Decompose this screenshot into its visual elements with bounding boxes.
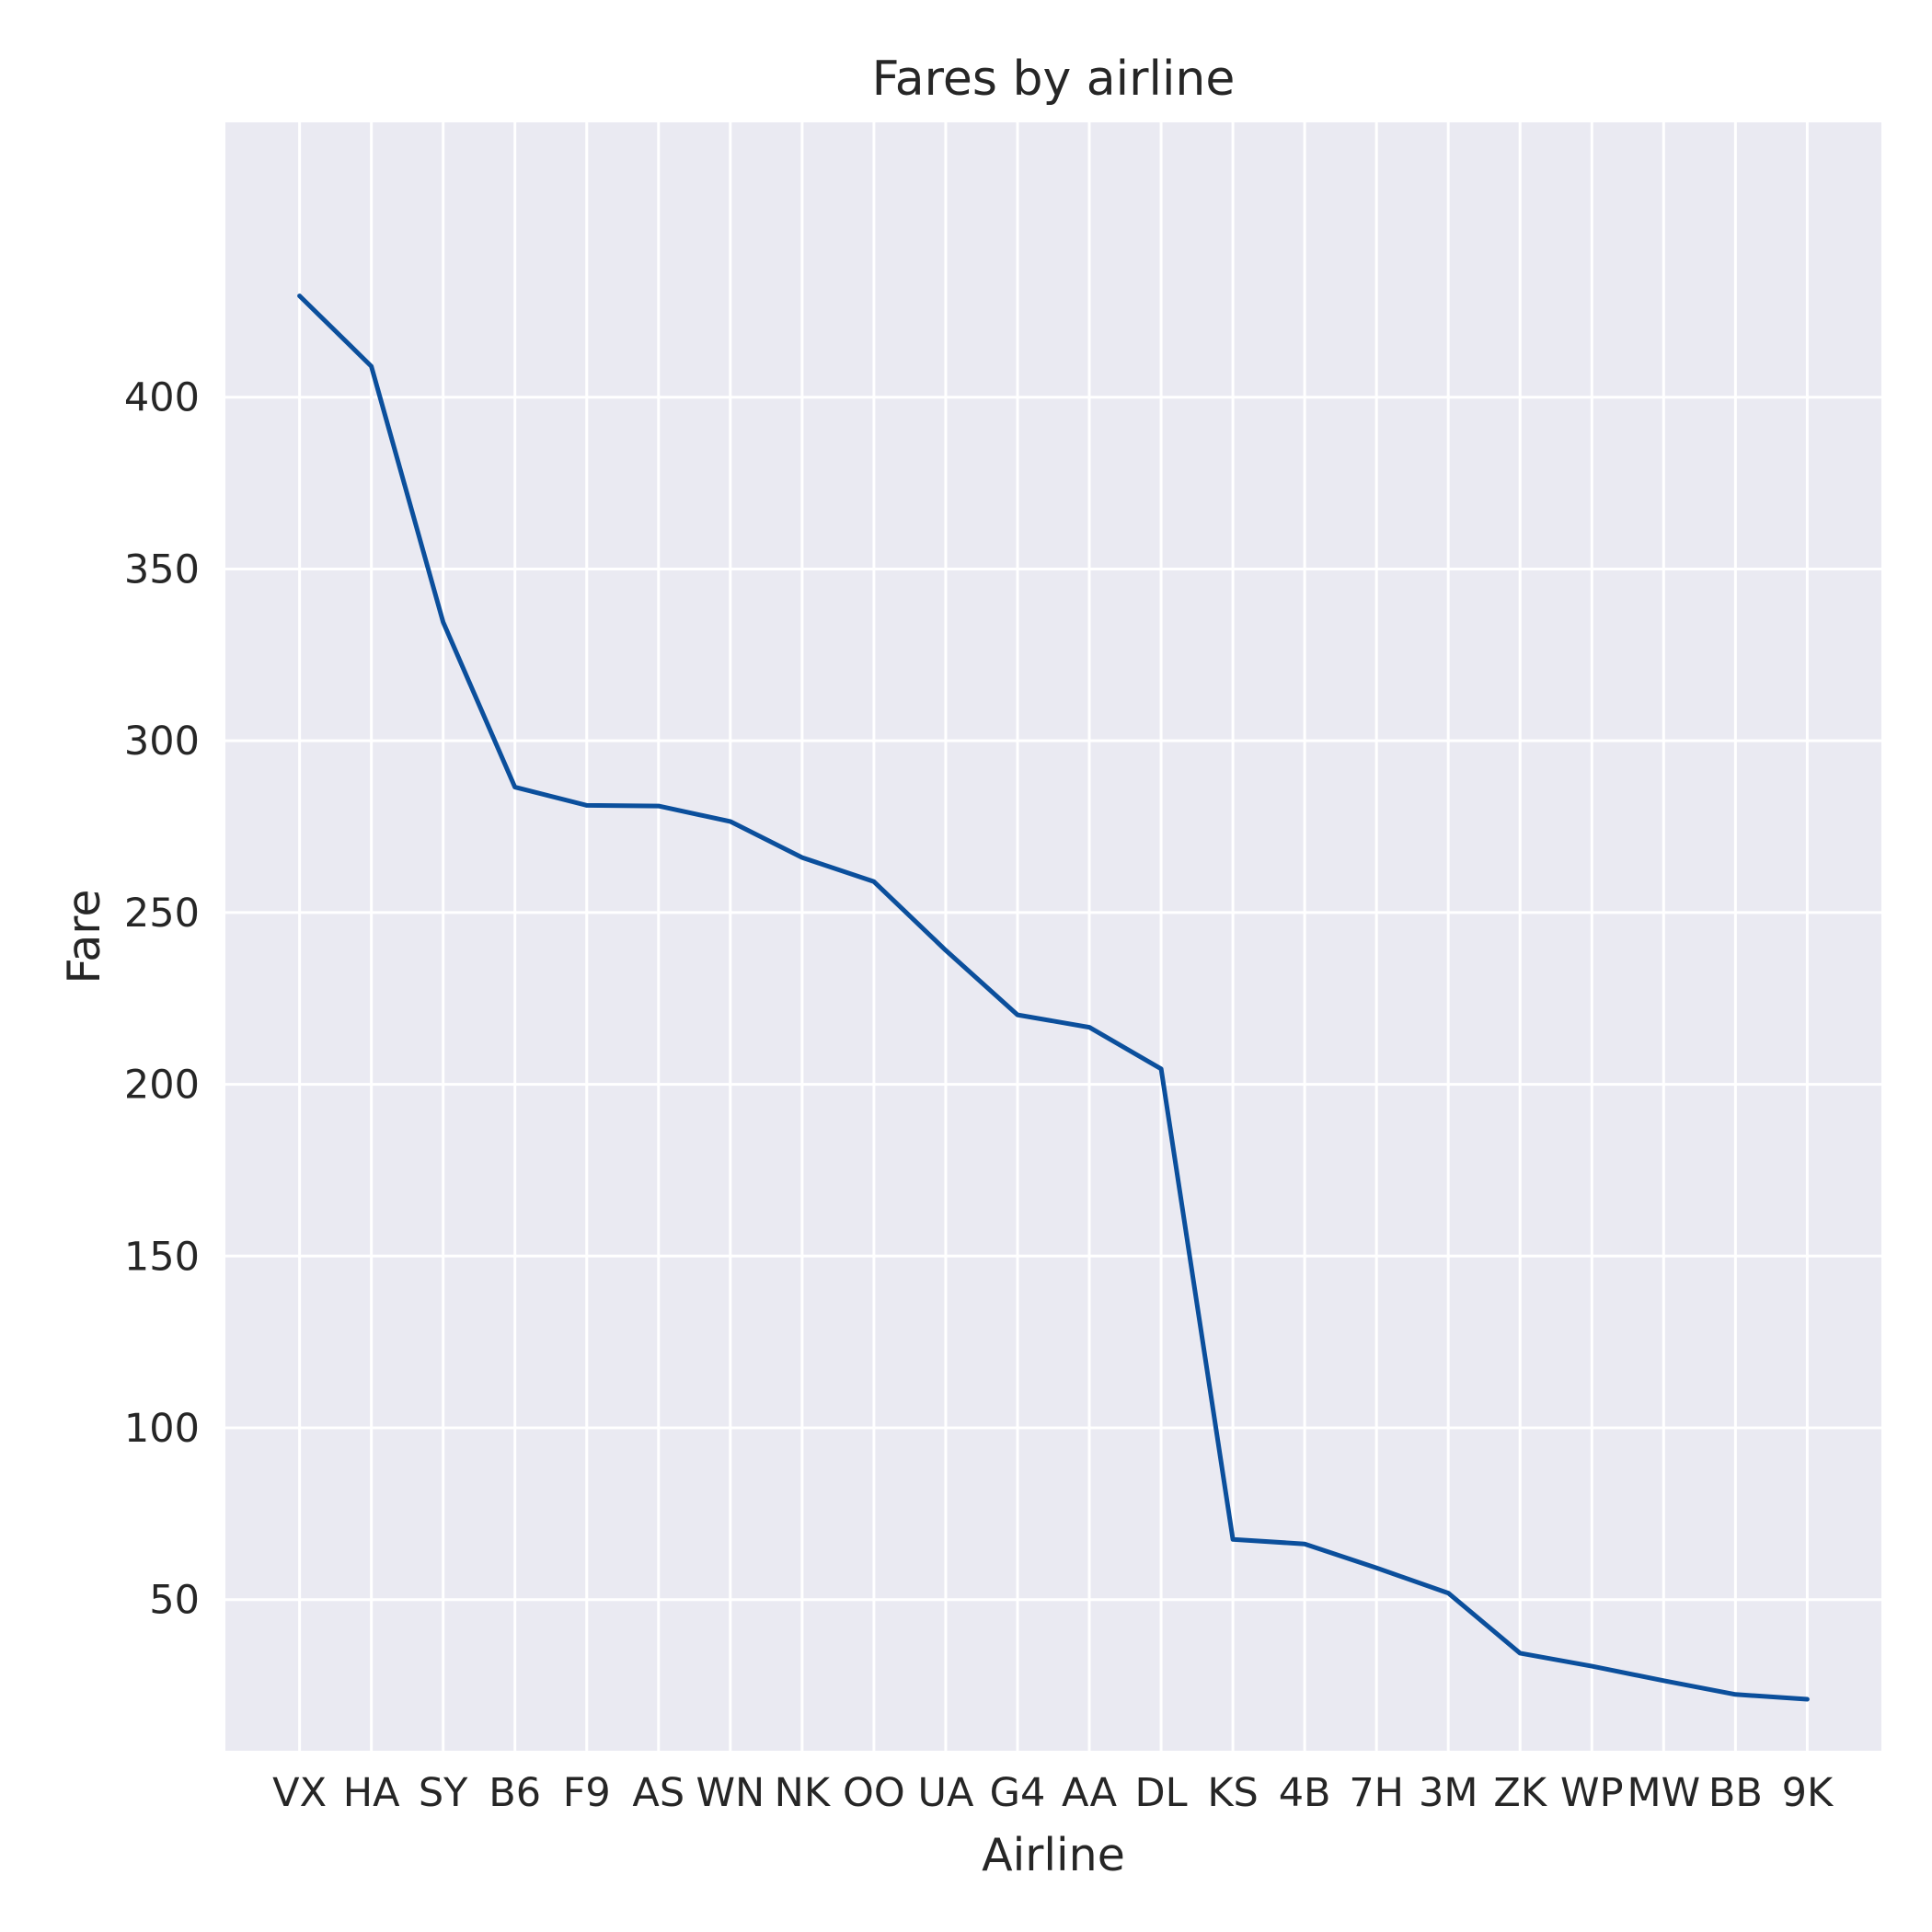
x-tick-label: 3M <box>1419 1770 1478 1816</box>
x-axis-label: Airline <box>982 1829 1125 1881</box>
x-tick-label: ZK <box>1493 1770 1547 1816</box>
x-tick-label: AS <box>632 1770 684 1816</box>
y-tick-label: 300 <box>124 719 200 765</box>
x-tick-label: WN <box>696 1770 765 1816</box>
x-tick-label: WP <box>1560 1770 1623 1816</box>
x-tick-label: NK <box>775 1770 832 1816</box>
x-tick-label: AA <box>1062 1770 1118 1816</box>
y-tick-label: 200 <box>124 1063 200 1109</box>
y-tick-label: 150 <box>124 1234 200 1280</box>
y-tick-label: 400 <box>124 375 200 421</box>
x-tick-label: 7H <box>1349 1770 1404 1816</box>
gridlines <box>225 122 1881 1751</box>
plot-area <box>225 122 1881 1751</box>
x-tick-label: OO <box>843 1770 905 1816</box>
y-tick-label: 50 <box>149 1578 200 1624</box>
chart-title: Fares by airline <box>872 52 1236 107</box>
x-tick-label: UA <box>917 1770 973 1816</box>
y-axis-ticks: 50 100 150 200 250 300 350 400 <box>124 375 200 1624</box>
x-tick-label: VX <box>272 1770 327 1816</box>
x-axis-ticks: VX HA SY B6 F9 AS WN NK OO UA G4 AA DL KS 4B 7H 3M ZK WP MW… <box>272 1770 1834 1816</box>
y-axis-label: Fare <box>58 890 110 984</box>
x-tick-label: BB <box>1708 1770 1763 1816</box>
x-tick-label: 9K <box>1782 1770 1834 1816</box>
x-tick-label: MW <box>1627 1770 1701 1816</box>
x-tick-label: F9 <box>563 1770 611 1816</box>
x-tick-label: KS <box>1207 1770 1259 1816</box>
x-tick-label: G4 <box>990 1770 1046 1816</box>
x-tick-label: SY <box>419 1770 468 1816</box>
x-tick-label: B6 <box>489 1770 541 1816</box>
y-tick-label: 350 <box>124 546 200 592</box>
x-tick-label: DL <box>1135 1770 1188 1816</box>
series-line <box>297 293 1810 1702</box>
y-tick-label: 250 <box>124 891 200 937</box>
x-tick-label: HA <box>343 1770 400 1816</box>
x-tick-label: 4B <box>1279 1770 1331 1816</box>
y-tick-label: 100 <box>124 1406 200 1452</box>
